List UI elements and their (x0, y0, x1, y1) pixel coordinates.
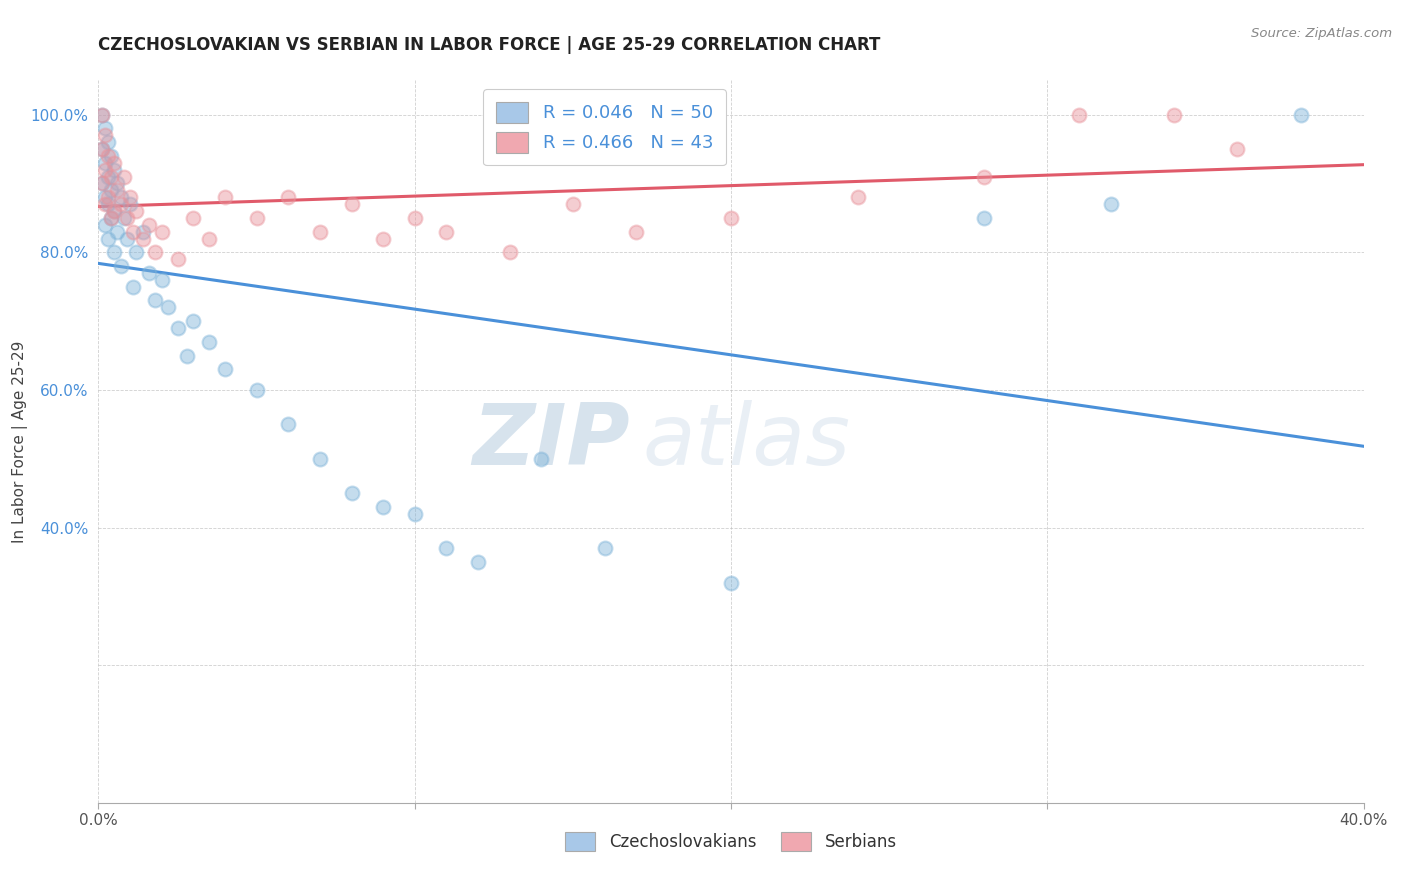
Point (93, 190, 117, 204)
Point (145, 245, 166, 260)
Point (593, 541, 616, 556)
Point (100, 211, 122, 225)
Point (138, 218, 160, 232)
Point (138, 266, 160, 280)
Legend: Czechoslovakians, Serbians: Czechoslovakians, Serbians (557, 823, 905, 860)
Y-axis label: In Labor Force | Age 25-29: In Labor Force | Age 25-29 (11, 341, 28, 542)
Text: atlas: atlas (643, 400, 851, 483)
Point (1289, 108, 1312, 122)
Point (214, 190, 236, 204)
Point (846, 190, 869, 204)
Point (90, 108, 112, 122)
Point (436, 541, 458, 556)
Point (93, 121, 117, 136)
Point (103, 156, 125, 170)
Point (90, 108, 112, 122)
Point (176, 349, 198, 363)
Point (340, 486, 363, 500)
Point (436, 225, 458, 239)
Point (371, 500, 394, 514)
Point (93, 128, 117, 143)
Point (277, 190, 299, 204)
Point (720, 575, 742, 590)
Point (90, 177, 112, 191)
Point (150, 273, 173, 287)
Point (498, 245, 520, 260)
Point (183, 211, 205, 225)
Point (122, 279, 145, 293)
Point (93, 197, 117, 211)
Text: Source: ZipAtlas.com: Source: ZipAtlas.com (1251, 27, 1392, 40)
Point (624, 225, 647, 239)
Point (107, 183, 129, 197)
Point (246, 383, 269, 397)
Point (100, 211, 122, 225)
Point (973, 211, 995, 225)
Point (103, 245, 125, 260)
Point (125, 245, 148, 260)
Point (145, 293, 166, 308)
Point (90, 142, 112, 156)
Point (277, 417, 299, 432)
Point (107, 225, 129, 239)
Point (467, 555, 489, 569)
Point (720, 211, 742, 225)
Point (371, 231, 394, 245)
Point (103, 162, 125, 177)
Text: CZECHOSLOVAKIAN VS SERBIAN IN LABOR FORCE | AGE 25-29 CORRELATION CHART: CZECHOSLOVAKIAN VS SERBIAN IN LABOR FORC… (98, 36, 880, 54)
Point (166, 252, 188, 267)
Point (1067, 108, 1090, 122)
Point (90, 142, 112, 156)
Point (183, 314, 205, 328)
Text: ZIP: ZIP (472, 400, 630, 483)
Point (561, 197, 585, 211)
Point (132, 225, 155, 239)
Point (103, 204, 125, 219)
Point (100, 149, 122, 163)
Point (97, 190, 120, 204)
Point (112, 169, 135, 184)
Point (110, 190, 132, 204)
Point (1099, 197, 1122, 211)
Point (115, 211, 138, 225)
Point (340, 197, 363, 211)
Point (100, 183, 122, 197)
Point (97, 149, 120, 163)
Point (90, 177, 112, 191)
Point (530, 451, 553, 466)
Point (115, 231, 138, 245)
Point (110, 259, 132, 273)
Point (309, 225, 332, 239)
Point (110, 197, 132, 211)
Point (246, 211, 269, 225)
Point (404, 507, 426, 521)
Point (93, 162, 117, 177)
Point (198, 231, 221, 245)
Point (93, 218, 117, 232)
Point (107, 177, 129, 191)
Point (166, 321, 188, 335)
Point (309, 451, 332, 466)
Point (97, 135, 120, 149)
Point (198, 334, 221, 349)
Point (100, 169, 122, 184)
Point (97, 169, 120, 184)
Point (973, 169, 995, 184)
Point (97, 197, 120, 211)
Point (404, 211, 426, 225)
Point (120, 190, 141, 204)
Point (125, 204, 148, 219)
Point (150, 225, 173, 239)
Point (1163, 108, 1185, 122)
Point (93, 156, 117, 170)
Point (122, 225, 145, 239)
Point (103, 204, 125, 219)
Point (1226, 142, 1249, 156)
Point (112, 211, 135, 225)
Point (120, 197, 141, 211)
Point (132, 231, 155, 245)
Point (214, 362, 236, 376)
Point (97, 231, 120, 245)
Point (157, 301, 180, 315)
